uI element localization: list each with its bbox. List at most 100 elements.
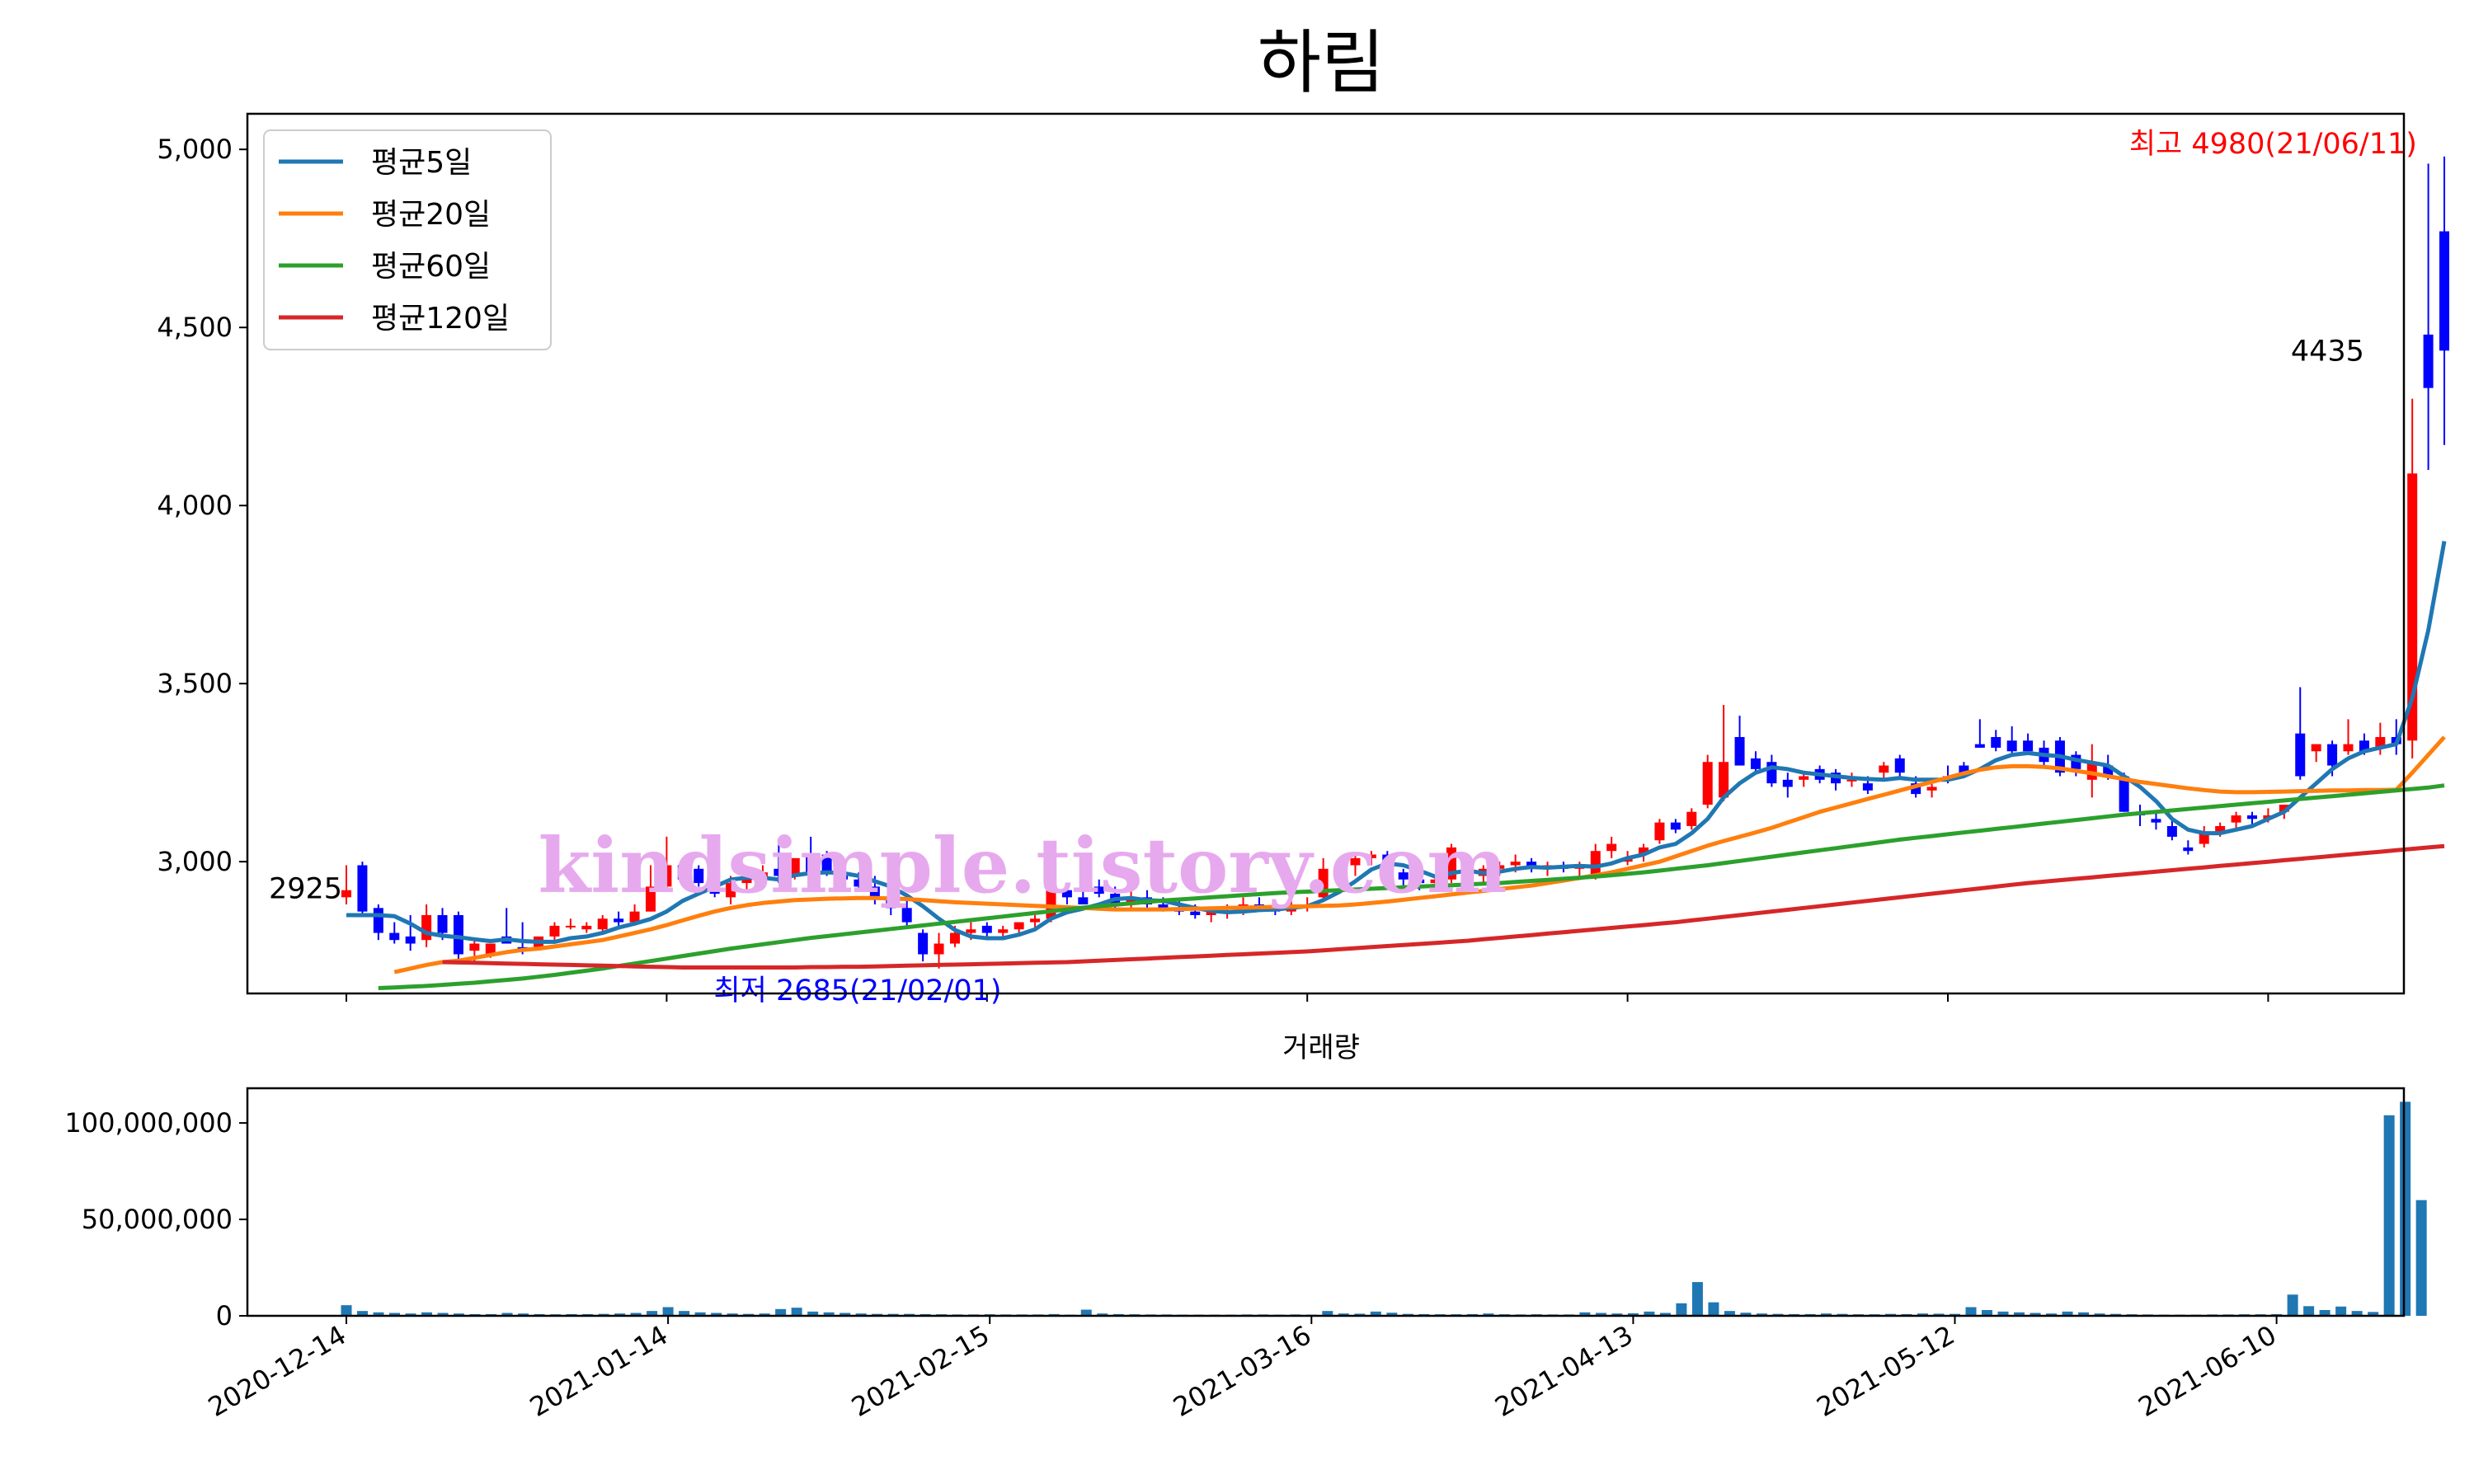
volume-bar <box>2094 1313 2105 1316</box>
candle-body <box>1782 779 1793 787</box>
price-ytick-label: 4,000 <box>157 490 233 521</box>
volume-bar <box>840 1313 851 1316</box>
price-annotation: 최저 2685(21/02/01) <box>713 974 1001 1007</box>
volume-bar <box>1322 1311 1333 1316</box>
candle-body <box>1078 897 1089 905</box>
candle-body <box>694 868 704 884</box>
candle-body <box>1510 862 1521 866</box>
candle-body <box>1190 911 1201 915</box>
candle-body <box>357 865 368 912</box>
price-ytick-label: 3,000 <box>157 846 233 877</box>
volume-bar <box>2014 1312 2025 1316</box>
candle-body <box>2279 805 2289 812</box>
volume-bar <box>389 1313 401 1316</box>
candle-body <box>1398 872 1409 880</box>
volume-bar <box>2303 1306 2315 1316</box>
volume-bar <box>2062 1311 2073 1316</box>
volume-bar <box>1370 1311 1381 1316</box>
volume-bar <box>1756 1313 1767 1316</box>
candle-body <box>2359 740 2369 752</box>
candle-body <box>2006 740 2017 752</box>
candle-body <box>2166 825 2177 837</box>
volume-plot-area <box>247 1088 2404 1316</box>
candle-body <box>1430 879 1441 884</box>
volume-bar <box>1982 1309 1993 1316</box>
volume-bar <box>2368 1312 2379 1316</box>
candle-body <box>2311 744 2321 752</box>
candle-body <box>1862 783 1873 791</box>
candle-body <box>1702 762 1713 805</box>
volume-bar <box>679 1311 690 1316</box>
volume-bar <box>1724 1311 1735 1316</box>
volume-bar <box>2335 1306 2347 1316</box>
candle-body <box>949 932 960 944</box>
volume-bar <box>711 1313 722 1316</box>
chart-title: 하림 <box>1258 22 1385 103</box>
candle-body <box>549 925 560 937</box>
candle-body <box>838 872 849 880</box>
candle-body <box>2119 776 2129 812</box>
candle-body <box>966 929 976 933</box>
ma-line-ma60 <box>378 783 2445 990</box>
volume-bar <box>1933 1313 1945 1316</box>
volume-bar <box>1386 1313 1398 1316</box>
candle-body <box>789 857 800 876</box>
volume-bar <box>759 1313 770 1316</box>
candle-body <box>1750 758 1761 769</box>
candle-body <box>1094 886 1104 895</box>
volume-bar <box>1740 1313 1752 1316</box>
volume-bar <box>855 1313 867 1316</box>
candle-body <box>2023 740 2034 752</box>
price-annotation: 4435 <box>2291 335 2364 368</box>
candle-body <box>2343 744 2354 752</box>
volume-bar <box>1097 1313 1108 1316</box>
candle-body <box>854 879 864 887</box>
volume-bar <box>2319 1309 2331 1316</box>
volume-bar <box>1338 1313 1349 1316</box>
volume-bar <box>421 1312 433 1316</box>
legend-box <box>263 129 552 350</box>
ma-line-ma120 <box>442 843 2445 970</box>
candle-body <box>1846 779 1857 782</box>
volume-bar <box>1965 1307 1977 1316</box>
candle-body <box>1991 736 2001 748</box>
legend-item-label: 평균120일 <box>371 302 510 336</box>
volume-bar <box>823 1312 835 1316</box>
volume-bar <box>614 1313 626 1316</box>
volume-ytick-label: 50,000,000 <box>82 1204 233 1235</box>
candle-body <box>373 908 383 933</box>
candle-body <box>1686 811 1697 826</box>
volume-bar <box>1676 1303 1687 1316</box>
volume-bar <box>647 1311 658 1316</box>
candle-body <box>918 932 929 955</box>
candle-body <box>1894 758 1905 773</box>
volume-bar <box>1080 1309 1092 1316</box>
candle-body <box>629 911 640 923</box>
volume-bar <box>1820 1313 1832 1316</box>
volume-bar <box>1579 1312 1591 1316</box>
candle-body <box>821 854 832 873</box>
volume-bar <box>1917 1313 1928 1316</box>
candle-body <box>1366 854 1376 858</box>
volume-bar <box>518 1313 529 1316</box>
candle-body <box>1414 879 1425 884</box>
price-annotation: 최고 4980(21/06/11) <box>2129 128 2417 161</box>
volume-bar <box>630 1313 642 1316</box>
volume-bar <box>727 1313 738 1316</box>
candle-body <box>741 879 752 884</box>
candle-body <box>1334 865 1345 869</box>
candle-body <box>1494 865 1505 869</box>
candle-body <box>1206 911 1216 915</box>
volume-bar <box>1691 1282 1703 1316</box>
candle-body <box>934 943 944 955</box>
candle-body <box>389 932 400 941</box>
volume-bar <box>2351 1311 2363 1316</box>
volume-bar <box>501 1313 513 1316</box>
volume-bar <box>405 1313 416 1316</box>
candle-body <box>998 929 1009 933</box>
candle-body <box>1590 851 1601 876</box>
candle-body <box>1014 922 1024 930</box>
candle-body <box>2231 815 2241 823</box>
candle-body <box>565 925 576 928</box>
candle-body <box>581 925 592 930</box>
